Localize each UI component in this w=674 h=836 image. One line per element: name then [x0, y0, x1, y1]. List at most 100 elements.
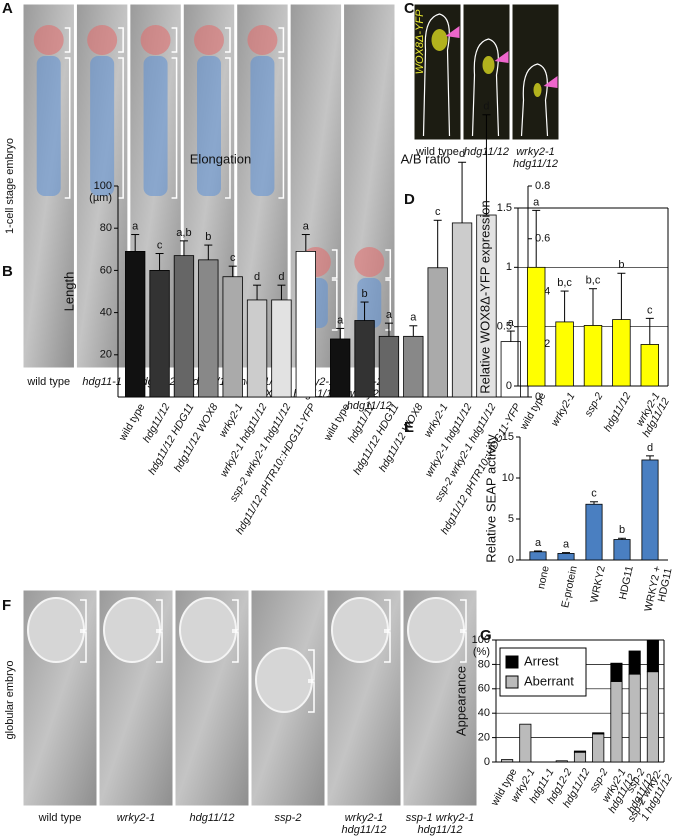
- image-label: hdg11/12: [189, 812, 234, 824]
- image-label: hdg11/12: [341, 824, 386, 836]
- significance-letter: a: [132, 220, 139, 232]
- legend-swatch: [505, 655, 519, 669]
- bar: [403, 335, 424, 398]
- y-tick-label: 100: [472, 634, 490, 646]
- y-axis-unit: (%): [473, 646, 490, 658]
- y-axis-title: Relative SEAP activity: [483, 434, 498, 563]
- bar-segment: [628, 673, 641, 763]
- panel-letter: G: [480, 627, 492, 644]
- y-tick-label: 0: [484, 756, 490, 768]
- bar: [641, 459, 659, 561]
- image-label: ssp-1 wrky2-1: [406, 812, 474, 824]
- panel-letter: D: [404, 191, 415, 208]
- significance-letter: a: [303, 220, 310, 232]
- bar: [585, 503, 603, 561]
- y-tick-label: 80: [100, 222, 112, 234]
- y-tick-label: 20: [100, 349, 112, 361]
- bar: [271, 299, 292, 398]
- panel-letter: A: [2, 0, 13, 17]
- significance-letter: a: [508, 317, 515, 329]
- bracket: [385, 249, 392, 331]
- significance-letter: b: [362, 288, 368, 300]
- bar: [526, 266, 546, 387]
- significance-letter: d: [254, 271, 260, 283]
- significance-letter: a: [386, 309, 393, 321]
- embryo-proper: [255, 647, 313, 713]
- basal-cell-overlay: [36, 56, 61, 196]
- bar: [378, 335, 400, 398]
- embryo-proper: [407, 597, 465, 663]
- bar-segment: [628, 650, 641, 675]
- bar-segment: [573, 750, 587, 753]
- bracket: [278, 27, 285, 199]
- bar: [125, 251, 146, 398]
- image-label: wrky2-1: [345, 812, 384, 824]
- image-ylabel: 1-cell stage embryo: [4, 138, 16, 234]
- significance-letter: b: [205, 231, 211, 243]
- image-label: wild type: [415, 146, 459, 158]
- significance-letter: b,c: [586, 275, 601, 287]
- bar-segment: [610, 681, 623, 763]
- y-tick-label: 40: [100, 307, 112, 319]
- basal-cell-overlay: [197, 56, 221, 196]
- significance-letter: d: [459, 148, 465, 160]
- y-tick-label: 80: [478, 658, 490, 670]
- bar: [583, 325, 603, 387]
- bar: [476, 214, 497, 398]
- micrograph: [413, 3, 462, 141]
- image-label: hdg11/12: [513, 158, 558, 170]
- bar: [451, 222, 473, 398]
- y-tick-label: 15: [502, 431, 514, 443]
- bar-segment: [610, 662, 623, 682]
- y-tick-label: 20: [478, 732, 490, 744]
- apical-cell-overlay: [354, 247, 385, 277]
- y-axis-title: Length: [61, 272, 76, 312]
- significance-letter: c: [435, 206, 441, 218]
- basal-cell-overlay: [143, 56, 168, 196]
- significance-letter: d: [647, 442, 653, 454]
- y2-tick-label: 0.8: [535, 180, 550, 192]
- y-axis-title: Relative WOX8Δ-YFP expression: [477, 200, 492, 393]
- significance-letter: c: [230, 252, 236, 264]
- image-label: wrky2-1: [516, 146, 555, 158]
- bar: [557, 553, 575, 561]
- image-ylabel: WOX8Δ-YFP: [414, 9, 426, 74]
- series-heading: Elongation: [190, 151, 251, 166]
- apical-cell-overlay: [33, 25, 64, 55]
- significance-letter: a: [337, 314, 344, 326]
- bracket: [308, 649, 315, 713]
- significance-letter: a,b: [176, 227, 191, 239]
- basal-cell-overlay: [357, 278, 382, 328]
- bar-segment: [573, 751, 587, 763]
- arrowhead: [445, 26, 460, 38]
- image-label: ssp-2: [275, 812, 302, 824]
- significance-letter: c: [157, 239, 163, 251]
- y-tick-label: 40: [478, 707, 490, 719]
- bar: [555, 321, 574, 387]
- bar: [222, 276, 243, 398]
- basal-cell-overlay: [90, 56, 115, 196]
- apical-cell-overlay: [140, 25, 171, 55]
- bar-segment: [592, 733, 605, 763]
- legend-swatch: [505, 675, 519, 689]
- bar: [198, 259, 219, 398]
- bar-segment: [519, 723, 532, 763]
- embryo-outline: [520, 63, 549, 137]
- bar: [354, 320, 375, 398]
- embryo-proper: [27, 597, 85, 663]
- bar-segment: [646, 671, 659, 763]
- bracket: [232, 599, 239, 663]
- bar: [246, 299, 268, 398]
- embryo-outline: [471, 38, 500, 137]
- significance-letter: a: [533, 196, 540, 208]
- image-label: hdg11/12: [417, 824, 462, 836]
- significance-letter: c: [591, 488, 597, 500]
- y-tick-label: 60: [100, 264, 112, 276]
- y-tick-label: 10: [502, 472, 514, 484]
- significance-letter: b,c: [557, 277, 572, 289]
- bracket: [460, 599, 467, 663]
- bar: [612, 319, 631, 387]
- embryo-proper: [179, 597, 237, 663]
